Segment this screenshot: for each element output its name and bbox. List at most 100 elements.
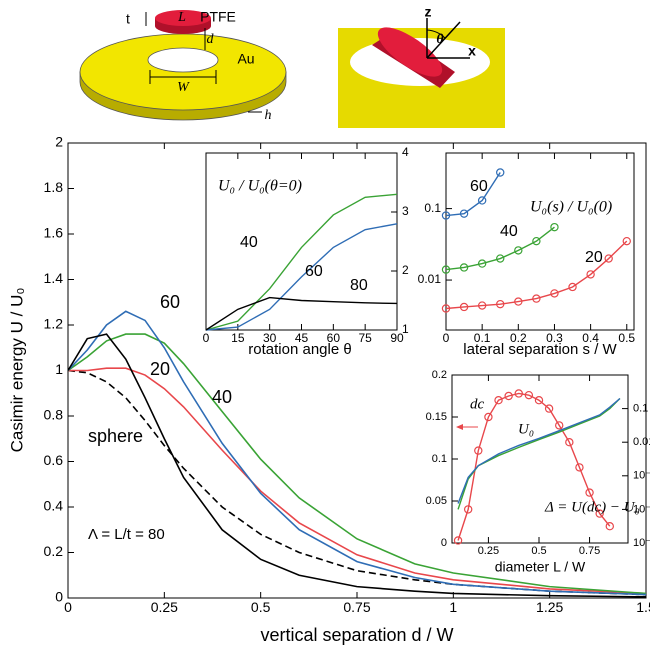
- x-axis-label: rotation angle θ: [248, 341, 351, 358]
- y-tick-label: 4: [402, 145, 409, 159]
- marker: [484, 412, 493, 422]
- y-tick-label: 0.8: [44, 407, 64, 423]
- x-axis-label: diameter L / W: [495, 559, 586, 575]
- y-tick-label: 0.1: [432, 453, 447, 465]
- y-tick-label: 1.6: [44, 225, 64, 241]
- series-label: 20: [150, 359, 170, 379]
- inset-title: U₀ / U₀(θ=0): [218, 178, 302, 195]
- inset-title: U₀(s) / U₀(0): [530, 199, 612, 216]
- marker: [586, 270, 595, 279]
- marker: [524, 390, 534, 400]
- y-tick-label: 10⁻³: [633, 470, 650, 482]
- series-label: Δ = U(dc) − U₀: [544, 499, 640, 515]
- series-label: 40: [500, 223, 518, 240]
- x-tick-label: 60: [327, 331, 341, 345]
- y-tick-label: 0.2: [432, 369, 447, 381]
- y-tick-label: 0: [441, 537, 447, 549]
- series-line: [445, 226, 555, 271]
- series-line: [445, 172, 501, 217]
- y-tick-label: 0: [55, 589, 63, 605]
- tilt-diagram: [338, 18, 505, 128]
- marker: [441, 211, 451, 220]
- series-line: [67, 310, 647, 596]
- marker: [514, 389, 523, 398]
- x-axis-label: vertical separation d / W: [260, 625, 453, 645]
- marker: [477, 259, 487, 268]
- series-label: 40: [240, 234, 258, 251]
- marker: [494, 396, 503, 405]
- series-label: 20: [585, 249, 603, 266]
- diagram-label: h: [265, 108, 272, 123]
- diagram-label: W: [177, 80, 190, 95]
- y-tick-label: 1: [55, 361, 63, 377]
- marker: [544, 404, 554, 413]
- marker: [441, 304, 451, 313]
- x-tick-label: 0: [443, 331, 450, 345]
- x-tick-label: 0.3: [546, 331, 563, 345]
- x-tick-label: 0.1: [474, 331, 491, 345]
- marker: [622, 236, 631, 246]
- marker: [459, 302, 469, 312]
- diagram-label: x: [468, 43, 476, 59]
- series-line: [457, 392, 611, 541]
- marker: [532, 236, 541, 246]
- x-tick-label: 45: [295, 331, 309, 345]
- series-line: [67, 333, 647, 595]
- series-line: [205, 223, 398, 331]
- marker: [565, 438, 574, 447]
- y-tick-label: 0.05: [426, 495, 447, 507]
- marker: [474, 446, 483, 455]
- series-label: dc: [470, 396, 485, 412]
- x-tick-label: 0.5: [251, 599, 271, 615]
- x-tick-label: 0.25: [478, 545, 499, 557]
- arrow-head: [456, 424, 463, 430]
- marker: [496, 168, 505, 177]
- marker: [477, 196, 487, 205]
- marker: [514, 297, 523, 306]
- x-tick-label: 30: [263, 331, 277, 345]
- marker: [604, 254, 613, 263]
- y-tick-label: 0.4: [44, 498, 64, 514]
- x-tick-label: 1: [449, 599, 457, 615]
- marker: [585, 488, 594, 497]
- diagram-label: z: [425, 4, 432, 20]
- marker: [575, 463, 584, 472]
- marker: [459, 263, 469, 272]
- marker: [496, 254, 505, 263]
- plot-frame: [451, 374, 629, 544]
- marker: [496, 299, 505, 309]
- y-tick-label: 10⁻⁵: [633, 537, 650, 549]
- marker: [595, 509, 604, 518]
- y-tick-label: 0.01: [633, 436, 650, 448]
- series-line: [445, 240, 628, 310]
- y-tick-label: 1.2: [44, 316, 64, 332]
- series-line: [205, 193, 398, 331]
- marker: [477, 301, 487, 310]
- series-line: [67, 333, 647, 598]
- y-tick-label: 0.15: [426, 411, 447, 423]
- x-tick-label: 0.4: [582, 331, 599, 345]
- marker: [504, 391, 513, 401]
- x-tick-label: 1.5: [636, 599, 650, 615]
- marker: [550, 289, 559, 298]
- series-label: 60: [470, 178, 488, 195]
- marker: [459, 209, 469, 218]
- marker: [605, 522, 614, 531]
- annotation: Λ = L/t = 80: [88, 526, 165, 543]
- marker: [534, 396, 544, 405]
- marker: [463, 505, 473, 514]
- x-tick-label: 15: [231, 331, 245, 345]
- y-tick-label: 10⁻⁴: [633, 503, 650, 515]
- x-tick-label: 1.25: [536, 599, 563, 615]
- diagram-label: L: [177, 10, 186, 25]
- marker: [568, 282, 577, 292]
- x-tick-label: 90: [390, 331, 404, 345]
- y-tick-label: 2: [402, 263, 409, 277]
- y-tick-label: 0.6: [44, 452, 64, 468]
- diagram-label: θ: [436, 32, 444, 47]
- diagram-label: t: [126, 11, 130, 27]
- y-tick-label: 0.2: [44, 543, 64, 559]
- marker: [453, 536, 463, 545]
